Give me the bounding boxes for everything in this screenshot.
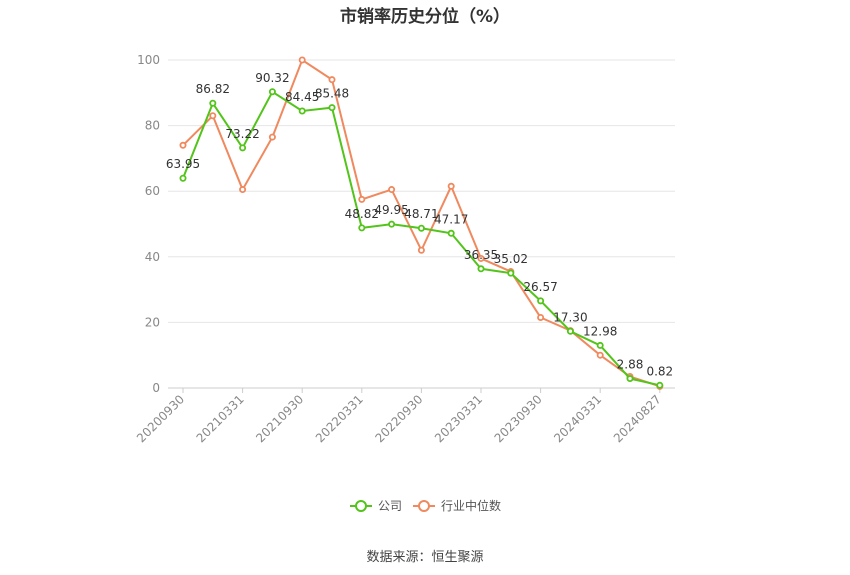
company-data-point (298, 107, 306, 115)
data-label: 26.57 (523, 280, 557, 294)
industry-data-point (328, 76, 336, 84)
company-data-point (626, 375, 634, 383)
legend-industry-marker (418, 500, 430, 512)
data-label: 48.71 (404, 207, 438, 221)
legend-company-label: 公司 (378, 499, 402, 513)
x-tick-label: 20220930 (372, 392, 425, 445)
industry-data-point (209, 112, 217, 120)
data-label: 90.32 (255, 71, 289, 85)
data-label: 35.02 (494, 252, 528, 266)
data-label: 73.22 (225, 127, 259, 141)
company-data-point (656, 381, 664, 389)
company-data-point (209, 99, 217, 107)
company-data-point (239, 144, 247, 152)
source-note: 数据来源：恒生聚源 (366, 550, 484, 565)
data-label: 84.45 (285, 90, 319, 104)
chart-title: 市销率历史分位（%） (339, 7, 511, 27)
y-tick-label: 40 (145, 250, 160, 264)
company-data-point (328, 104, 336, 112)
data-label: 86.82 (196, 82, 230, 96)
company-data-point (417, 224, 425, 232)
company-data-point (596, 341, 604, 349)
company-data-point (477, 265, 485, 273)
data-label: 63.95 (166, 157, 200, 171)
industry-data-point (388, 186, 396, 194)
x-tick-label: 20240331 (551, 392, 604, 445)
y-tick-label: 60 (145, 184, 160, 198)
data-label: 0.82 (646, 364, 673, 378)
company-data-point (507, 269, 515, 277)
x-tick-label: 20240827 (611, 392, 664, 445)
industry-data-point (358, 195, 366, 203)
data-label: 12.98 (583, 324, 617, 338)
data-label: 17.30 (553, 310, 587, 324)
industry-data-point (596, 351, 604, 359)
industry-data-point (447, 182, 455, 190)
industry-data-point (417, 246, 425, 254)
x-tick-label: 20200930 (134, 392, 187, 445)
y-tick-label: 20 (145, 315, 160, 329)
data-label: 85.48 (315, 87, 349, 101)
company-data-point (268, 88, 276, 96)
industry-data-point (298, 56, 306, 64)
company-data-point (388, 220, 396, 228)
y-tick-label: 0 (152, 381, 160, 395)
legend-industry-label: 行业中位数 (441, 498, 501, 513)
y-tick-label: 80 (145, 119, 160, 133)
industry-data-point (268, 133, 276, 141)
industry-data-point (179, 141, 187, 149)
company-data-point (537, 297, 545, 305)
industry-data-point (239, 186, 247, 194)
data-label: 47.17 (434, 212, 468, 226)
data-label: 48.82 (345, 207, 379, 221)
x-tick-label: 20230331 (432, 392, 485, 445)
data-label: 49.95 (374, 203, 408, 217)
x-tick-label: 20220331 (313, 392, 366, 445)
industry-data-point (477, 254, 485, 262)
x-tick-label: 20230930 (492, 392, 545, 445)
legend-company-marker (355, 500, 367, 512)
company-data-point (358, 224, 366, 232)
industry-data-point (537, 313, 545, 321)
data-label: 2.88 (617, 358, 644, 372)
company-data-point (447, 229, 455, 237)
y-tick-label: 100 (137, 53, 160, 67)
company-data-point (179, 174, 187, 182)
x-tick-label: 20210331 (194, 392, 247, 445)
data-label: 36.35 (464, 248, 498, 262)
x-tick-label: 20210930 (253, 392, 306, 445)
company-data-point (566, 327, 574, 335)
